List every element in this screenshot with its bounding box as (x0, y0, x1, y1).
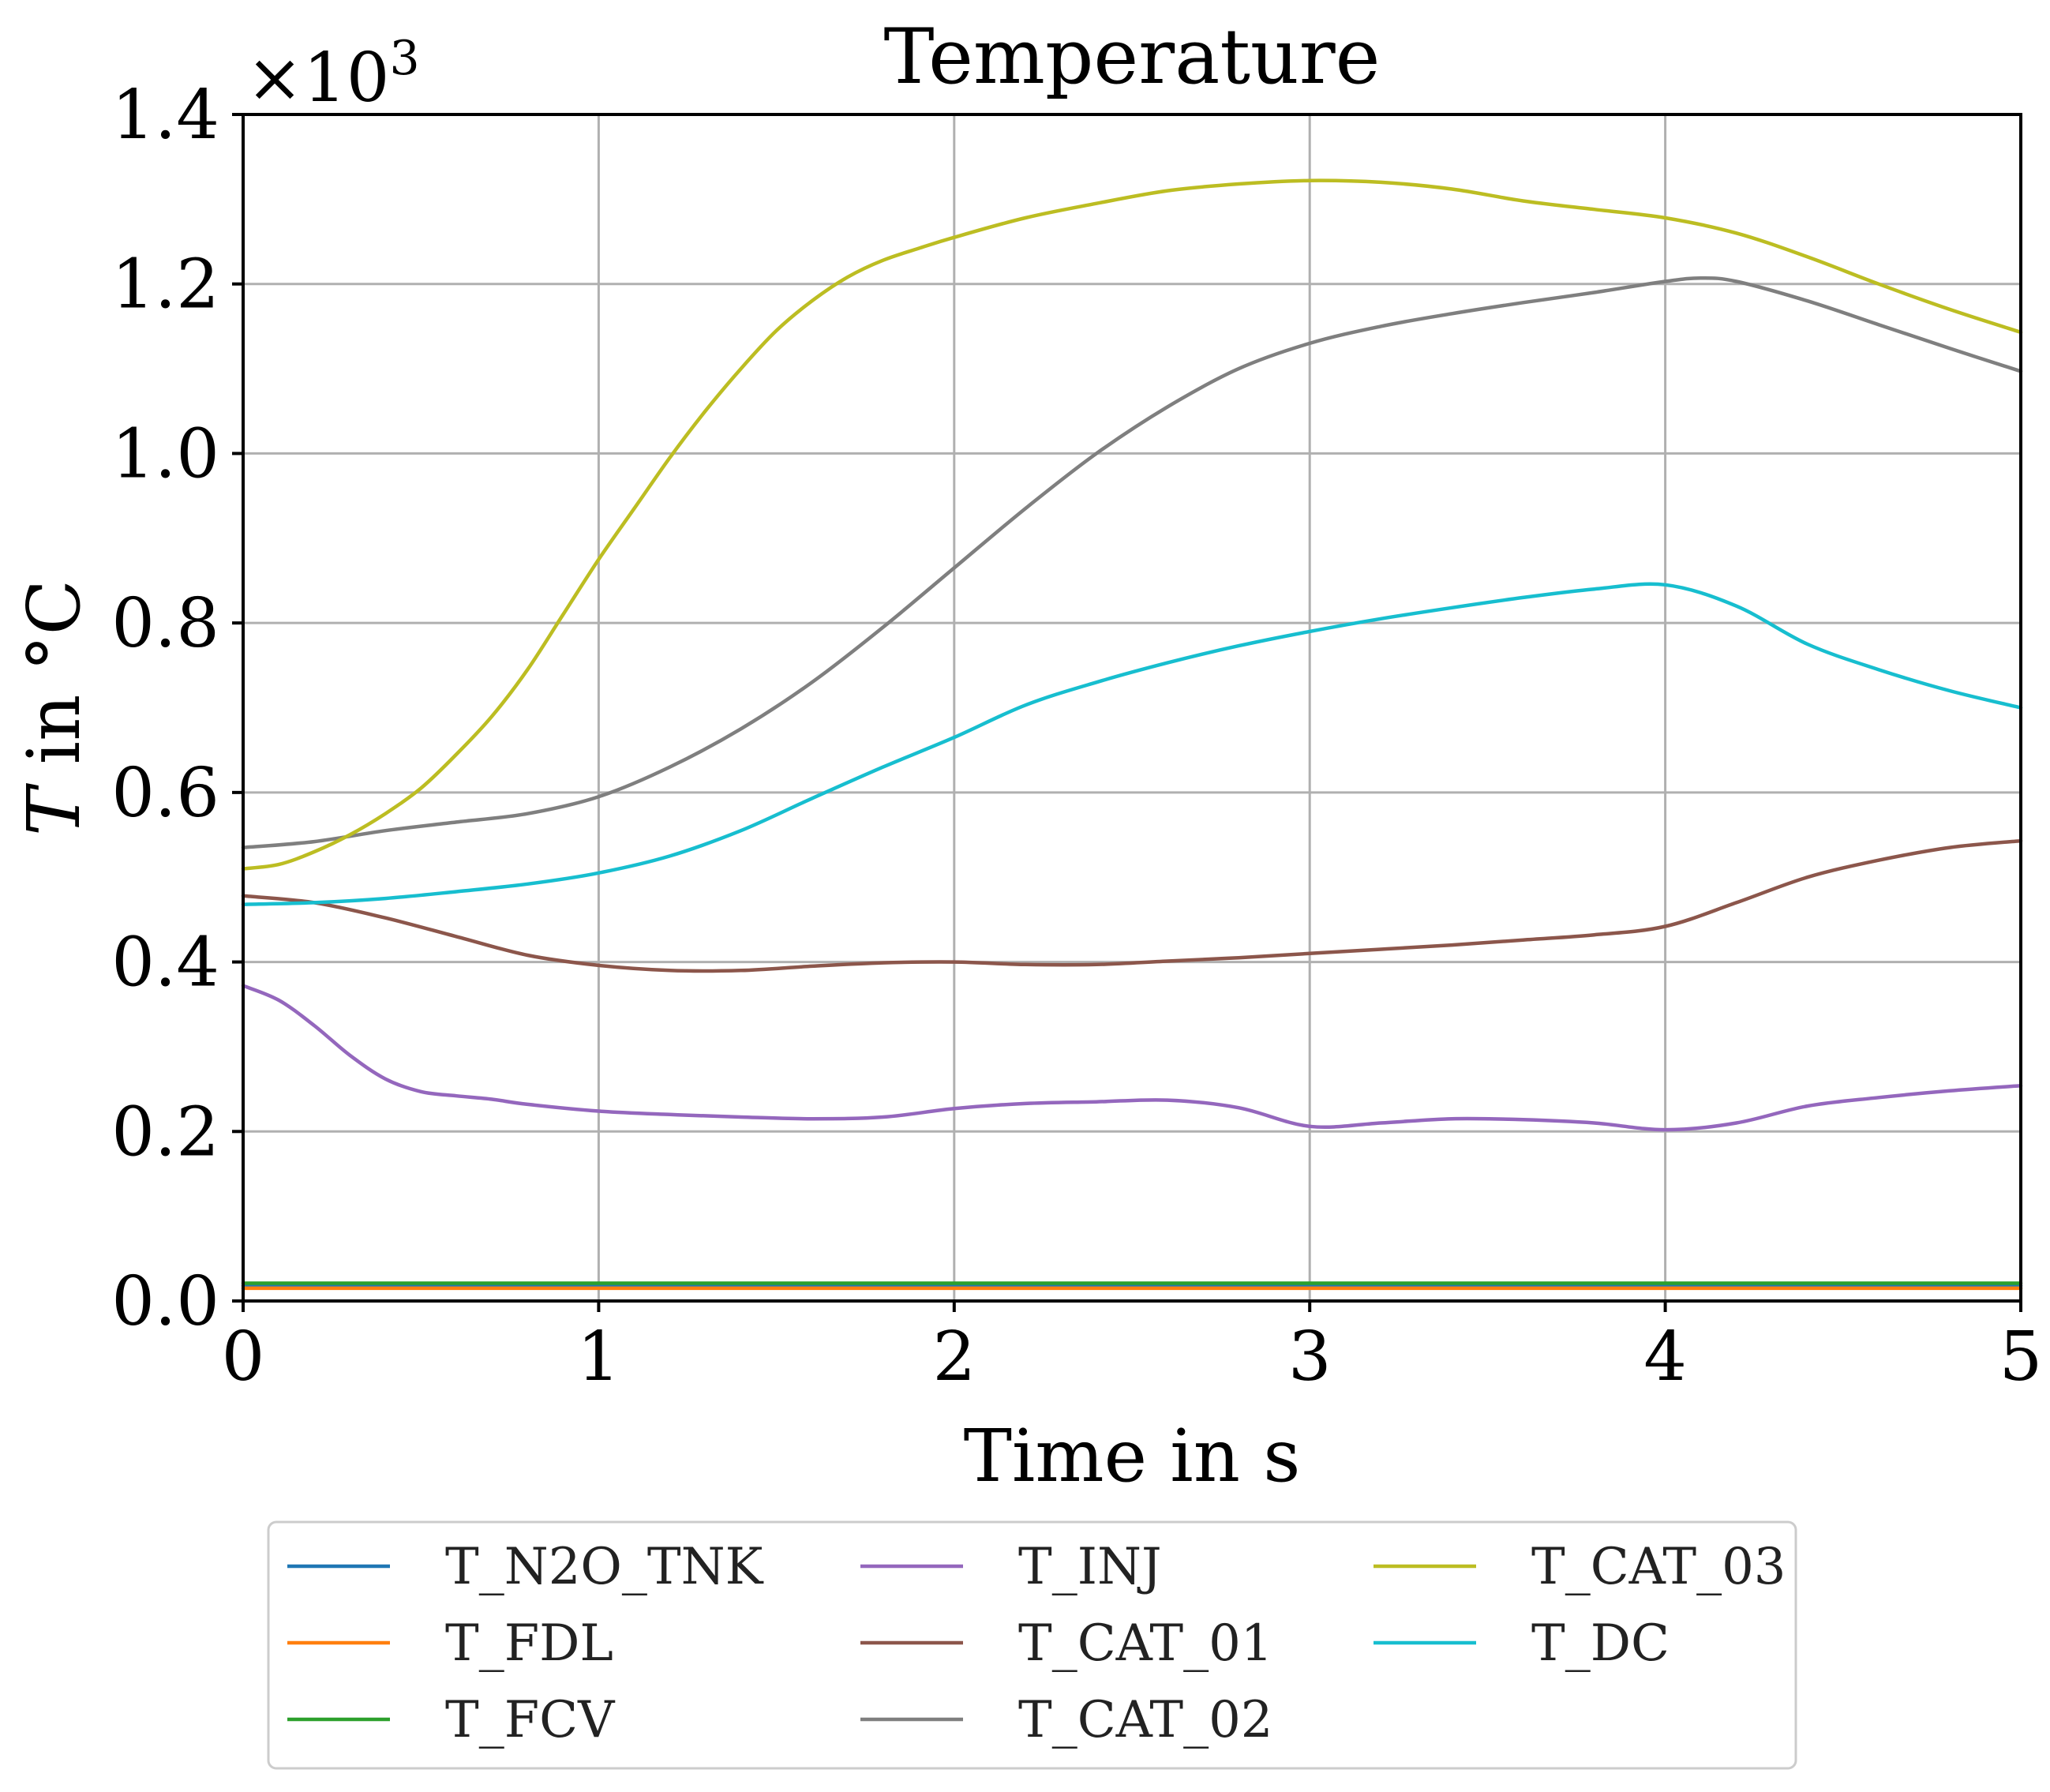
y-tick-label: 1.4 (111, 76, 219, 155)
plot-frame (242, 113, 2022, 1303)
series-line-t-inj (241, 984, 2023, 1132)
x-tick-label: 4 (1643, 1318, 1687, 1396)
legend: T_N2O_TNK T_FDL T_FCV T_INJ T_CAT_01 T_CAT_02… (267, 1520, 1797, 1770)
x-tick-label: 0 (222, 1318, 265, 1396)
y-tick-label: 0.2 (111, 1093, 219, 1172)
x-tick-label: 5 (1999, 1318, 2043, 1396)
x-axis-label: Time in s (964, 1414, 1301, 1498)
series-line-t-cat-02 (241, 276, 2023, 849)
series-lines (241, 178, 2023, 1291)
series-line-t-dc (241, 582, 2023, 906)
y-tick-label: 1.0 (111, 414, 219, 493)
legend-label: T_CAT_02 (1018, 1691, 1273, 1749)
legend-label: T_N2O_TNK (445, 1538, 764, 1596)
legend-label: T_DC (1531, 1614, 1670, 1673)
y-tick-label: 1.2 (111, 246, 219, 324)
y-axis-multiplier: ×103 (246, 31, 420, 118)
x-tick-label: 2 (932, 1318, 976, 1396)
x-tick-label: 1 (577, 1318, 620, 1396)
axis-ticks: 0 1 2 3 4 5 0.0 0.2 0.4 0.6 0.8 1.0 1.2 1.4 (111, 76, 2042, 1396)
legend-label: T_INJ (1018, 1538, 1162, 1596)
chart-title: Temperature (884, 13, 1381, 101)
y-axis-label-symbol: T (12, 783, 96, 836)
legend-box (267, 1520, 1797, 1770)
y-tick-label: 0.0 (111, 1262, 219, 1341)
y-axis-label: T in °C (12, 579, 96, 836)
legend-label: T_CAT_03 (1531, 1538, 1786, 1596)
legend-label: T_CAT_01 (1018, 1614, 1273, 1673)
y-multiplier-exponent: 3 (390, 31, 420, 86)
grid (242, 113, 2022, 1303)
y-tick-label: 0.8 (111, 584, 219, 663)
series-line-t-cat-01 (241, 838, 2023, 973)
y-multiplier-base: ×10 (246, 39, 390, 118)
y-tick-label: 0.6 (111, 754, 219, 833)
series-line-t-cat-03 (241, 178, 2023, 871)
y-tick-label: 0.4 (111, 924, 219, 1003)
legend-label: T_FDL (445, 1614, 613, 1673)
x-tick-label: 3 (1288, 1318, 1332, 1396)
y-axis-label-unit: in °C (12, 579, 96, 788)
legend-label: T_FCV (445, 1691, 616, 1749)
